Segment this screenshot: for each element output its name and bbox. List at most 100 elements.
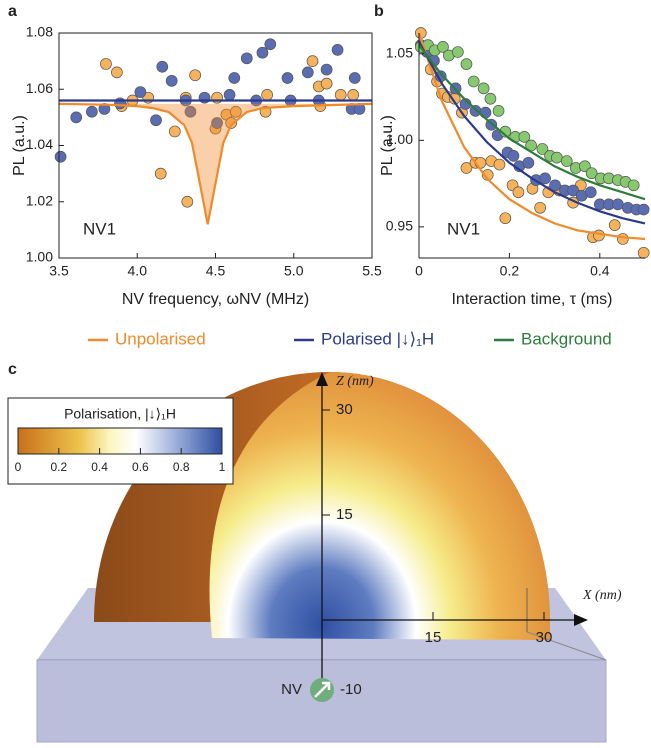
data-point	[560, 155, 573, 167]
data-point	[612, 198, 624, 211]
data-point	[492, 105, 505, 117]
data-point	[320, 63, 333, 76]
data-point	[100, 58, 112, 70]
colorbar-tick-label: 1	[219, 460, 226, 474]
colorbar-tick-label: 0.4	[91, 460, 108, 474]
data-point	[168, 125, 181, 138]
x-tick-label: 0	[415, 263, 423, 279]
y-axis-title: PL (a.u.)	[379, 115, 396, 176]
data-point	[608, 219, 621, 231]
x-arrow	[574, 614, 588, 626]
data-point	[54, 150, 67, 163]
data-point	[331, 44, 344, 56]
nv-depth-label: -10	[340, 681, 362, 698]
data-point	[484, 92, 497, 105]
data-point	[306, 55, 319, 67]
data-point	[637, 203, 650, 216]
data-point	[637, 246, 650, 259]
z-tick-label: 15	[336, 506, 353, 523]
y-axis-title: PL (a.u.)	[11, 115, 28, 176]
fit-line	[417, 32, 646, 241]
data-point	[452, 46, 464, 58]
x-tick-label: 15	[425, 629, 442, 646]
data-point	[261, 89, 273, 101]
fit-line	[418, 41, 646, 225]
data-point	[539, 172, 551, 185]
data-point	[518, 130, 531, 143]
legend-label: Background	[521, 329, 612, 348]
data-point	[240, 52, 253, 65]
data-point	[549, 179, 561, 192]
data-point	[150, 114, 162, 127]
data-point	[512, 186, 525, 199]
legend-label: Polarised |↓⟩₁H	[321, 329, 434, 348]
data-point	[184, 105, 197, 118]
y-tick-label: 1.08	[26, 24, 53, 40]
legend-label: Unpolarised	[115, 329, 206, 348]
data-point	[467, 75, 480, 88]
z-arrow	[316, 372, 328, 386]
data-point	[281, 72, 294, 84]
annotation: NV1	[447, 219, 480, 238]
data-point	[256, 46, 269, 59]
data-point	[211, 117, 223, 129]
z-tick-label: 30	[336, 401, 353, 418]
panel-label: b	[374, 3, 384, 20]
data-point	[228, 72, 241, 84]
z-axis-label: Z (nm)	[336, 374, 374, 389]
data-point	[584, 186, 597, 199]
panel-label: a	[8, 3, 17, 20]
data-point	[165, 74, 178, 87]
annotation: NV1	[83, 219, 116, 238]
y-tick-label: 1.04	[26, 136, 53, 152]
data-point	[223, 89, 236, 101]
colorbar-tick-label: 0.2	[50, 460, 67, 474]
data-point	[134, 86, 147, 98]
data-point	[522, 156, 535, 169]
colorbar	[17, 427, 223, 455]
data-point	[264, 38, 277, 51]
data-point	[181, 195, 194, 208]
x-axis-title: NV frequency, ωNV (MHz)	[122, 291, 309, 308]
data-point	[437, 40, 449, 53]
x-tick-label: 30	[536, 629, 553, 646]
data-point	[567, 184, 579, 197]
data-point	[70, 111, 83, 124]
data-point	[479, 106, 492, 119]
x-axis-label: X (nm)	[582, 588, 622, 603]
data-point	[225, 117, 237, 129]
x-tick-label: 4.5	[206, 263, 226, 279]
data-point	[499, 212, 512, 225]
x-tick-label: 5.0	[284, 263, 304, 279]
data-point	[348, 72, 361, 84]
data-point	[617, 233, 629, 245]
colorbar-tick-label: 0.6	[132, 460, 149, 474]
x-tick-label: 4.0	[128, 263, 148, 279]
data-point	[156, 60, 169, 73]
y-tick-label: 1.00	[386, 131, 413, 147]
data-point	[86, 105, 98, 118]
data-point	[347, 89, 360, 101]
data-point	[189, 69, 202, 82]
y-tick-label: 0.95	[386, 218, 413, 234]
x-tick-label: 0.2	[500, 263, 520, 279]
x-tick-label: 0.4	[590, 263, 610, 279]
slab-edge	[526, 631, 607, 661]
data-point	[536, 143, 549, 155]
colorbar-tick-label: 0	[15, 460, 22, 474]
nv-label: NV	[281, 681, 302, 698]
data-point	[551, 151, 563, 164]
panel-label: c	[8, 361, 17, 378]
data-point	[111, 66, 123, 79]
fit-fill	[59, 103, 372, 225]
data-point	[585, 167, 598, 180]
fit-line	[58, 102, 373, 225]
x-tick-label: 5.5	[362, 263, 382, 279]
colorbar-tick-label: 0.8	[173, 460, 190, 474]
data-point	[334, 89, 347, 101]
data-point	[229, 105, 242, 118]
y-tick-label: 1.05	[386, 44, 413, 60]
cut-face	[209, 372, 550, 640]
